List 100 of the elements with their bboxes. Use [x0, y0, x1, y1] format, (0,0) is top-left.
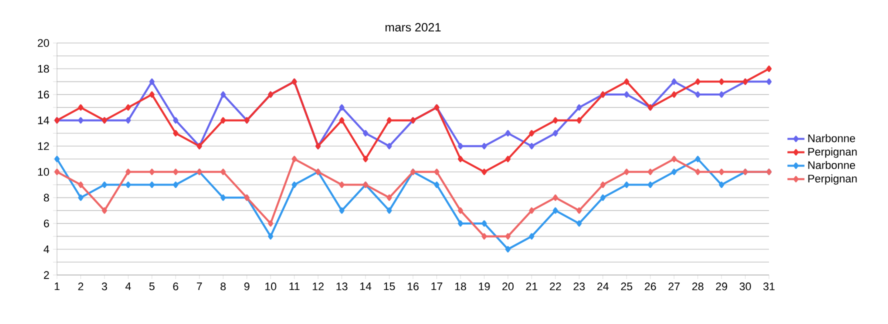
- point: [648, 182, 653, 188]
- point: [624, 182, 630, 188]
- y-tick-label: 18: [38, 64, 49, 73]
- point: [220, 194, 226, 201]
- point: [386, 117, 392, 124]
- x-tick-label: 27: [668, 282, 680, 290]
- point: [695, 91, 700, 98]
- x-tick-label: 18: [455, 282, 466, 290]
- point: [458, 156, 464, 162]
- x-tick-label: 22: [550, 282, 561, 290]
- point: [220, 117, 226, 124]
- point: [220, 168, 226, 176]
- x-tick-label: 13: [336, 282, 348, 290]
- point: [102, 182, 108, 188]
- point: [173, 168, 178, 176]
- point: [482, 168, 487, 176]
- point: [505, 246, 511, 252]
- point: [102, 207, 108, 214]
- point: [576, 117, 582, 124]
- x-tick-label: 7: [196, 282, 202, 290]
- point: [126, 182, 131, 188]
- x-tick-label: 14: [360, 282, 372, 290]
- point: [339, 117, 344, 124]
- point: [220, 91, 226, 98]
- point: [505, 130, 511, 136]
- point: [78, 194, 84, 201]
- point: [505, 156, 511, 162]
- point: [292, 156, 297, 162]
- point: [671, 168, 677, 176]
- x-tick-label: 25: [621, 282, 632, 290]
- x-tick-label: 10: [265, 282, 276, 290]
- point: [529, 207, 534, 214]
- x-tick-label: 29: [716, 282, 728, 290]
- point: [434, 168, 440, 176]
- x-tick-label: 3: [102, 282, 108, 290]
- y-tick-label: 2: [44, 271, 49, 279]
- y-tick-label: 14: [38, 116, 50, 124]
- point: [695, 168, 700, 176]
- legend-label: Narbonne: [808, 134, 856, 142]
- point: [576, 220, 582, 227]
- point: [718, 182, 724, 188]
- point: [552, 194, 558, 201]
- y-tick-label: 16: [38, 90, 49, 98]
- point: [552, 117, 558, 124]
- point: [458, 142, 464, 150]
- point: [766, 66, 772, 72]
- point: [54, 156, 60, 162]
- point: [339, 104, 344, 111]
- point: [268, 233, 274, 240]
- x-tick-label: 24: [597, 282, 609, 290]
- point: [126, 117, 131, 124]
- point: [173, 182, 178, 188]
- x-tick-label: 12: [312, 282, 324, 290]
- point: [268, 220, 274, 227]
- point: [600, 182, 606, 188]
- y-tick-label: 8: [44, 194, 49, 202]
- point: [78, 104, 84, 111]
- point: [339, 182, 344, 188]
- x-tick-label: 4: [125, 282, 131, 290]
- point: [671, 91, 677, 98]
- point: [718, 91, 724, 98]
- x-tick-label: 11: [289, 282, 300, 290]
- point: [695, 78, 700, 85]
- point: [671, 156, 677, 162]
- point: [173, 117, 178, 124]
- point: [482, 220, 487, 227]
- y-tick-label: 12: [38, 142, 49, 150]
- x-tick-label: 6: [173, 282, 178, 290]
- point: [529, 142, 534, 150]
- y-tick-label: 20: [38, 39, 50, 47]
- point: [126, 168, 131, 176]
- x-tick-label: 15: [384, 282, 395, 290]
- point: [482, 142, 487, 150]
- point: [624, 91, 630, 98]
- point: [718, 168, 724, 176]
- point: [173, 130, 178, 136]
- point: [292, 182, 297, 188]
- point: [576, 104, 582, 111]
- x-tick-label: 5: [149, 282, 155, 290]
- point: [505, 233, 511, 240]
- legend-label: Perpignan: [808, 174, 857, 185]
- point: [458, 207, 464, 214]
- point: [718, 78, 724, 85]
- point: [648, 168, 653, 176]
- point: [529, 130, 534, 136]
- point: [552, 130, 558, 136]
- x-tick-label: 9: [244, 282, 250, 290]
- point: [671, 78, 677, 85]
- y-tick-label: 4: [44, 245, 50, 253]
- point: [78, 117, 84, 124]
- legend-label: Perpignan: [808, 148, 857, 158]
- x-tick-label: 28: [692, 282, 704, 290]
- x-tick-label: 1: [54, 282, 60, 290]
- point: [386, 207, 392, 214]
- point: [576, 207, 582, 214]
- point: [552, 207, 558, 214]
- point: [149, 78, 155, 85]
- point: [149, 182, 155, 188]
- x-tick-label: 30: [740, 282, 751, 290]
- y-tick-label: 10: [38, 168, 50, 176]
